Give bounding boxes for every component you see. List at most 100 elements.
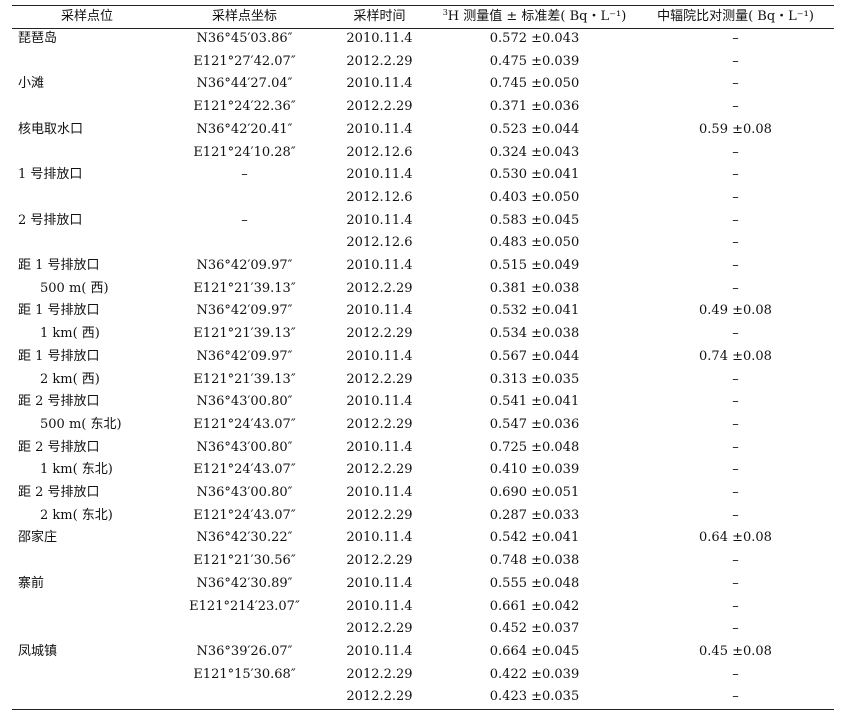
cell-coordinates: E121°15′30.68″ xyxy=(193,666,296,682)
cell-coordinates: N36°44′27.04″ xyxy=(196,76,293,92)
cell-site xyxy=(12,51,162,74)
cell-site xyxy=(12,596,162,619)
cell-coordinates: N36°42′30.22″ xyxy=(196,530,293,546)
cell-coordinates: E121°24′43.07″ xyxy=(193,462,296,478)
cell-sampling-time: 2010.11.4 xyxy=(346,439,413,455)
header-site: 采样点位 xyxy=(60,9,113,24)
table-top-rule xyxy=(12,5,834,6)
table-row: 2012.12.6 0.403 ±0.050 – xyxy=(12,187,834,210)
table-row: E121°24′22.36″ 2012.2.29 0.371 ±0.036 – xyxy=(12,96,834,119)
header-measured-value: 3H 测量值 ± 标准差( Bq・L⁻¹) xyxy=(432,6,637,28)
cell-site: 核电取水口 xyxy=(18,121,84,137)
table-body: 琵琶岛 N36°45′03.86″ 2010.11.4 0.572 ±0.043– E1… xyxy=(12,28,834,709)
table-row: 距 1 号排放口 N36°42′09.97″ 2010.11.4 0.515 ±0.0… xyxy=(12,255,834,278)
cell-site xyxy=(12,664,162,687)
cell-measured-value: 0.403 ±0.050 xyxy=(489,189,580,205)
cell-comparison: – xyxy=(732,76,739,92)
cell-site: 距 2 号排放口 xyxy=(18,485,100,501)
cell-measured-value: 0.483 ±0.050 xyxy=(489,235,580,251)
cell-sampling-time: 2010.11.4 xyxy=(346,643,413,659)
cell-comparison: – xyxy=(732,666,739,682)
cell-measured-value: 0.381 ±0.038 xyxy=(489,280,580,296)
cell-coordinates: N36°43′00.80″ xyxy=(196,394,293,410)
cell-site: 2 号排放口 xyxy=(18,212,83,228)
tritium-data-table: 采样点位 采样点坐标 采样时间 3H 测量值 ± 标准差( Bq・L⁻¹) 中辐… xyxy=(12,6,834,709)
cell-comparison: – xyxy=(732,212,739,228)
cell-coordinates: – xyxy=(241,212,248,228)
cell-measured-value: 0.410 ±0.039 xyxy=(489,462,580,478)
cell-sampling-time: 2010.11.4 xyxy=(346,348,413,364)
cell-sampling-time: 2012.2.29 xyxy=(346,507,413,523)
cell-sampling-time: 2010.11.4 xyxy=(346,258,413,274)
cell-coordinates xyxy=(162,686,327,709)
cell-site: 距 1 号排放口 xyxy=(18,348,100,364)
table-row: 2012.2.29 0.452 ±0.037 – xyxy=(12,618,834,641)
cell-comparison: – xyxy=(732,258,739,274)
cell-coordinates: E121°24′10.28″ xyxy=(193,144,296,160)
cell-sampling-time: 2010.11.4 xyxy=(346,303,413,319)
cell-coordinates: N36°42′09.97″ xyxy=(196,348,293,364)
cell-site: 距 2 号排放口 xyxy=(18,394,100,410)
cell-sampling-time: 2010.11.4 xyxy=(346,31,413,46)
cell-coordinates xyxy=(162,187,327,210)
table-row: 1 km( 西) E121°21′39.13″ 2012.2.29 0.534 ±0.… xyxy=(12,323,834,346)
cell-measured-value: 0.661 ±0.042 xyxy=(489,598,580,614)
cell-sampling-time: 2010.11.4 xyxy=(346,121,413,137)
cell-sampling-time: 2012.2.29 xyxy=(346,326,413,342)
cell-measured-value: 0.745 ±0.050 xyxy=(489,76,580,92)
cell-sampling-time: 2012.2.29 xyxy=(346,371,413,387)
cell-site: 500 m( 西) xyxy=(40,280,109,296)
cell-coordinates: E121°21′39.13″ xyxy=(193,280,296,296)
cell-coordinates: N36°45′03.86″ xyxy=(196,31,293,46)
cell-measured-value: 0.583 ±0.045 xyxy=(489,212,580,228)
cell-coordinates: E121°24′43.07″ xyxy=(193,416,296,432)
cell-measured-value: 0.530 ±0.041 xyxy=(489,167,580,183)
cell-site: 琵琶岛 xyxy=(18,31,58,46)
cell-sampling-time: 2012.12.6 xyxy=(346,235,413,251)
cell-comparison: – xyxy=(732,507,739,523)
cell-comparison: – xyxy=(732,167,739,183)
table-row: 核电取水口 N36°42′20.41″ 2010.11.4 0.523 ±0.044 0… xyxy=(12,119,834,142)
cell-sampling-time: 2012.2.29 xyxy=(346,666,413,682)
cell-coordinates: E121°27′42.07″ xyxy=(193,53,296,69)
cell-comparison: – xyxy=(732,144,739,160)
cell-sampling-time: 2012.2.29 xyxy=(346,621,413,637)
cell-comparison: – xyxy=(732,189,739,205)
table-row: E121°21′30.56″ 2012.2.29 0.748 ±0.038 – xyxy=(12,550,834,573)
cell-site xyxy=(12,686,162,709)
cell-site: 距 1 号排放口 xyxy=(18,303,100,319)
cell-site: 2 km( 西) xyxy=(40,371,100,387)
cell-sampling-time: 2012.12.6 xyxy=(346,189,413,205)
cell-sampling-time: 2012.12.6 xyxy=(346,144,413,160)
table-row: 琵琶岛 N36°45′03.86″ 2010.11.4 0.572 ±0.043 – xyxy=(12,28,834,51)
cell-comparison: – xyxy=(732,31,739,46)
cell-site: 距 2 号排放口 xyxy=(18,439,100,455)
table-header-row: 采样点位 采样点坐标 采样时间 3H 测量值 ± 标准差( Bq・L⁻¹) 中辐… xyxy=(12,6,834,28)
table-row: E121°214′23.07″ 2010.11.4 0.661 ±0.042 – xyxy=(12,596,834,619)
cell-comparison: – xyxy=(732,553,739,569)
cell-measured-value: 0.542 ±0.041 xyxy=(489,530,580,546)
cell-site: 距 1 号排放口 xyxy=(18,258,100,274)
table-row: 距 1 号排放口 N36°42′09.97″ 2010.11.4 0.567 ±0.0… xyxy=(12,346,834,369)
table-row: 寨前 N36°42′30.89″ 2010.11.4 0.555 ±0.048 – xyxy=(12,573,834,596)
table-row: 距 2 号排放口 N36°43′00.80″ 2010.11.4 0.725 ±0.0… xyxy=(12,437,834,460)
cell-sampling-time: 2010.11.4 xyxy=(346,530,413,546)
cell-coordinates: E121°21′39.13″ xyxy=(193,371,296,387)
table-row: 2 km( 西) E121°21′39.13″ 2012.2.29 0.313 ±0.… xyxy=(12,369,834,392)
cell-site: 1 km( 西) xyxy=(40,326,100,342)
cell-comparison: 0.45 ±0.08 xyxy=(699,643,772,659)
cell-measured-value: 0.748 ±0.038 xyxy=(489,553,580,569)
cell-comparison: – xyxy=(732,485,739,501)
table-row: 小滩 N36°44′27.04″ 2010.11.4 0.745 ±0.050 – xyxy=(12,73,834,96)
table-row: 距 2 号排放口 N36°43′00.80″ 2010.11.4 0.541 ±0.0… xyxy=(12,391,834,414)
cell-measured-value: 0.532 ±0.041 xyxy=(489,303,580,319)
cell-coordinates: E121°24′22.36″ xyxy=(193,99,296,115)
cell-site xyxy=(12,187,162,210)
cell-measured-value: 0.423 ±0.035 xyxy=(489,689,580,705)
cell-comparison: – xyxy=(732,598,739,614)
cell-measured-value: 0.534 ±0.038 xyxy=(489,326,580,342)
cell-measured-value: 0.422 ±0.039 xyxy=(489,666,580,682)
cell-coordinates: N36°42′20.41″ xyxy=(196,121,293,137)
cell-comparison: 0.74 ±0.08 xyxy=(699,348,772,364)
cell-coordinates xyxy=(162,232,327,255)
